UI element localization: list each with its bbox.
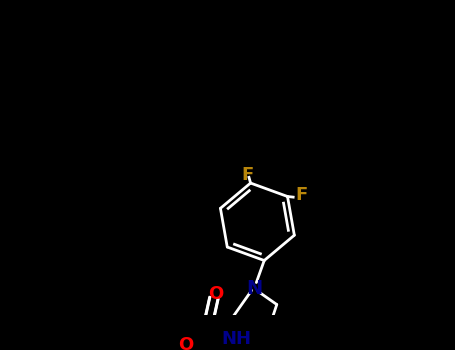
Text: O: O bbox=[178, 336, 193, 350]
Text: F: F bbox=[241, 166, 253, 184]
Text: F: F bbox=[296, 186, 308, 204]
Text: N: N bbox=[247, 279, 263, 298]
Text: NH: NH bbox=[221, 330, 251, 348]
Text: O: O bbox=[208, 285, 223, 302]
